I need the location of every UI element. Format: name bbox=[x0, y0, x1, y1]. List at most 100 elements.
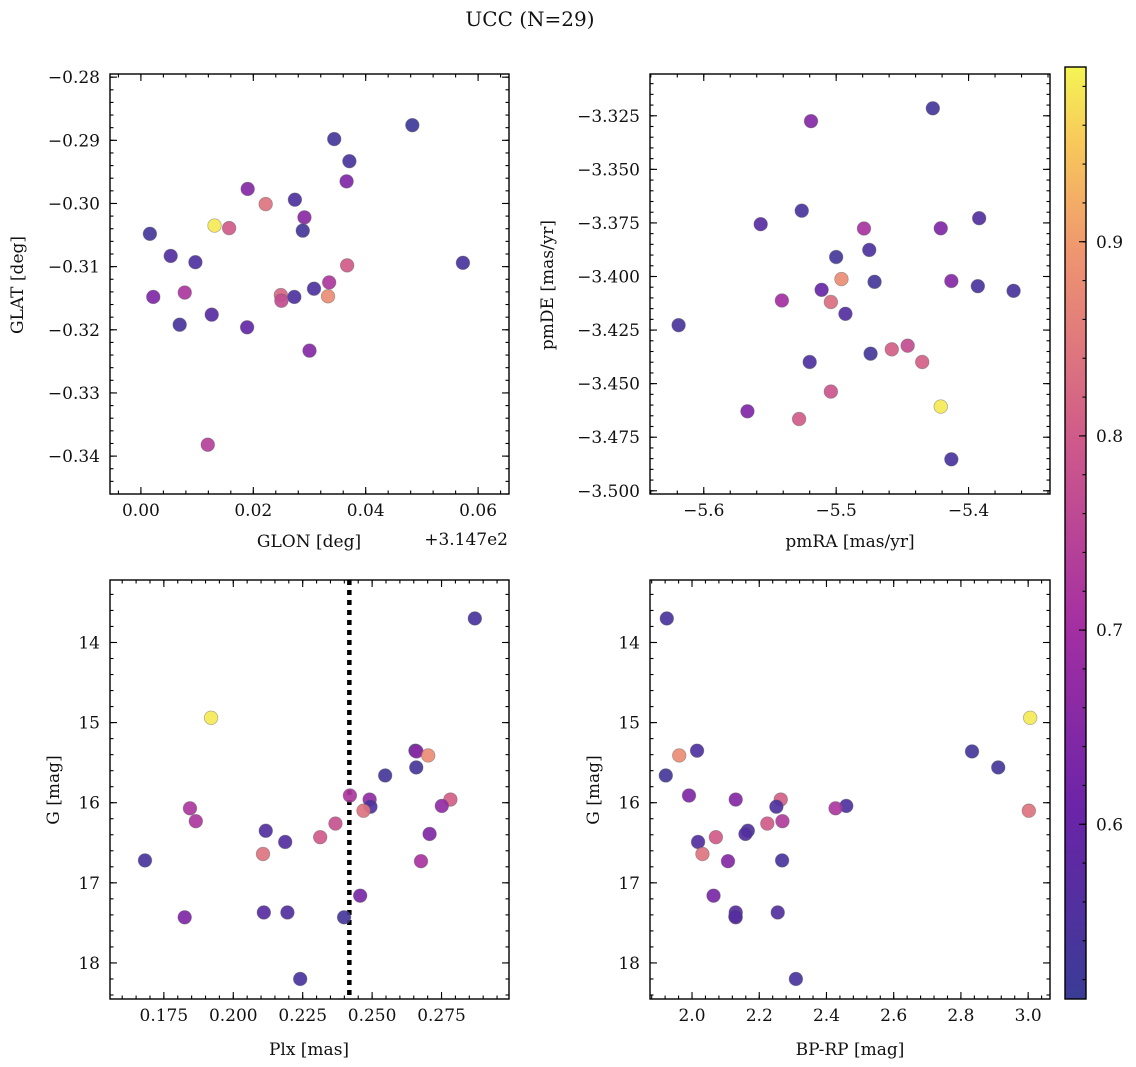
panel-plx-g: Plx [mas] G [mag] 0.175 0.200 0.225 0.250 0.… bbox=[44, 579, 510, 1060]
y-tick-label: −0.29 bbox=[48, 131, 100, 151]
colorbar-tick-label: 0.7 bbox=[1096, 621, 1123, 641]
data-point bbox=[708, 829, 724, 845]
x-tick-label: −5.4 bbox=[948, 501, 989, 521]
data-point bbox=[690, 834, 706, 850]
data-point bbox=[356, 803, 371, 818]
x-tick-label: 0.275 bbox=[417, 1006, 466, 1026]
data-point bbox=[278, 834, 293, 850]
y-tick-label: 16 bbox=[78, 794, 100, 814]
data-point bbox=[933, 221, 948, 236]
x-tick-label: 2.8 bbox=[947, 1006, 974, 1026]
x-tick-label: 0.250 bbox=[348, 1006, 397, 1026]
data-point bbox=[1022, 710, 1038, 725]
data-point bbox=[991, 760, 1006, 775]
data-point bbox=[925, 101, 941, 116]
data-point bbox=[970, 278, 986, 294]
data-point bbox=[834, 271, 849, 287]
y-tick-label: 17 bbox=[618, 874, 640, 894]
x-tick-label: 2.6 bbox=[880, 1006, 907, 1026]
x-tick-label: 0.02 bbox=[234, 501, 272, 521]
x-tick-label: 0.06 bbox=[459, 501, 497, 521]
y-tick-label: −3.425 bbox=[577, 321, 640, 341]
x-tick-label: 0.00 bbox=[122, 501, 160, 521]
data-point bbox=[207, 218, 222, 233]
data-point bbox=[681, 788, 697, 803]
x-axis-label: pmRA [mas/yr] bbox=[785, 532, 914, 552]
data-point bbox=[188, 813, 203, 829]
data-point bbox=[944, 273, 959, 289]
x-tick-label: 2.2 bbox=[746, 1006, 773, 1026]
x-tick-label: 2.4 bbox=[813, 1006, 840, 1026]
data-point bbox=[659, 611, 675, 626]
data-point bbox=[321, 275, 337, 290]
data-point bbox=[422, 826, 437, 842]
data-point bbox=[413, 854, 429, 869]
data-point bbox=[297, 210, 312, 225]
plot-frame bbox=[649, 579, 1051, 1000]
x-axis-label: GLON [deg] bbox=[257, 532, 361, 552]
y-tick-label: 15 bbox=[618, 714, 640, 734]
y-tick-label: 16 bbox=[618, 794, 640, 814]
data-point bbox=[287, 192, 303, 207]
data-point bbox=[791, 411, 807, 427]
y-tick-label: −3.375 bbox=[577, 214, 640, 234]
data-point bbox=[292, 971, 308, 987]
panel-pmra-pmde: pmRA [mas/yr] pmDE [mas/yr] −5.6 −5.5 −5.4… bbox=[538, 73, 1051, 552]
data-point bbox=[339, 258, 355, 273]
data-point bbox=[915, 354, 930, 370]
colorbar-tick-label: 0.9 bbox=[1096, 233, 1123, 253]
x-axis-label: BP-RP [mag] bbox=[796, 1040, 905, 1060]
data-point bbox=[405, 117, 420, 133]
data-point bbox=[740, 404, 755, 419]
y-tick-label: −3.475 bbox=[577, 428, 640, 448]
data-point bbox=[803, 113, 819, 129]
colorbar-gradient bbox=[1065, 67, 1086, 999]
x-tick-label: −5.5 bbox=[816, 501, 857, 521]
data-point bbox=[774, 293, 790, 308]
colorbar-tick-label: 0.8 bbox=[1096, 427, 1123, 447]
x-tick-label: 2.0 bbox=[678, 1006, 705, 1026]
y-tick-label: 18 bbox=[78, 954, 100, 974]
data-point bbox=[671, 317, 686, 333]
data-point bbox=[163, 248, 178, 264]
data-point bbox=[1021, 803, 1037, 818]
y-tick-label: −0.30 bbox=[48, 194, 100, 214]
data-point bbox=[342, 788, 358, 803]
y-tick-label: −3.500 bbox=[577, 482, 640, 502]
data-point bbox=[900, 338, 915, 353]
data-point bbox=[728, 792, 743, 807]
data-point bbox=[142, 226, 158, 241]
data-point bbox=[255, 846, 271, 862]
data-point bbox=[336, 910, 352, 925]
data-point bbox=[327, 131, 342, 147]
data-point bbox=[828, 801, 843, 816]
plot-frame bbox=[109, 579, 510, 1000]
y-tick-label: 14 bbox=[78, 633, 100, 653]
data-point bbox=[200, 437, 215, 452]
x-tick-label: 0.225 bbox=[278, 1006, 327, 1026]
x-tick-label: 0.04 bbox=[347, 501, 385, 521]
data-point bbox=[862, 242, 877, 258]
data-point bbox=[137, 853, 153, 868]
data-point bbox=[188, 255, 203, 270]
data-point bbox=[455, 255, 471, 271]
data-point bbox=[352, 888, 368, 903]
data-point bbox=[728, 909, 743, 924]
data-point bbox=[240, 181, 255, 197]
data-point bbox=[203, 710, 219, 725]
data-point bbox=[239, 320, 255, 335]
x-axis-label: Plx [mas] bbox=[269, 1040, 349, 1060]
data-point bbox=[794, 203, 809, 218]
data-point bbox=[770, 905, 785, 920]
y-tick-label: −0.28 bbox=[48, 68, 100, 88]
data-point bbox=[695, 846, 710, 862]
data-point bbox=[706, 888, 721, 903]
data-point bbox=[753, 217, 768, 232]
y-tick-label: 17 bbox=[78, 874, 100, 894]
data-point bbox=[769, 799, 784, 814]
data-point bbox=[434, 798, 450, 814]
x-tick-label: 3.0 bbox=[1015, 1006, 1042, 1026]
data-point bbox=[274, 293, 289, 308]
y-tick-label: −3.400 bbox=[577, 268, 640, 288]
